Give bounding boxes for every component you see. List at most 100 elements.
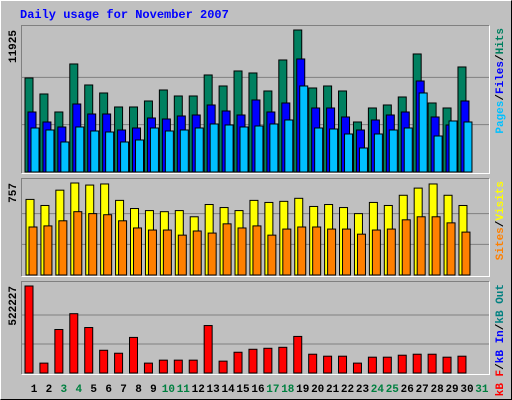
x-tick-label: 10 <box>162 384 175 396</box>
bar <box>388 129 398 173</box>
bar <box>386 228 396 276</box>
panel-light <box>21 178 490 277</box>
bar <box>371 229 381 276</box>
x-tick-label: 20 <box>311 384 324 396</box>
panel-shadow <box>21 281 490 375</box>
bar <box>427 353 437 374</box>
x-tick-label: 15 <box>236 384 250 396</box>
legend-entry: kB In <box>495 330 507 363</box>
legend-separator: / <box>495 54 507 61</box>
bar <box>382 356 392 374</box>
bar <box>314 127 324 173</box>
legend-entry: Visits <box>495 181 507 221</box>
bar <box>448 120 458 173</box>
bar <box>188 359 198 374</box>
bar <box>418 92 428 173</box>
bar <box>323 355 333 374</box>
legend: kB F/kB In/kB Out <box>495 284 507 396</box>
x-tick-label: 6 <box>105 384 112 396</box>
x-tick-label: 18 <box>281 384 295 396</box>
bar <box>327 228 337 276</box>
x-tick-label: 19 <box>296 384 309 396</box>
bar <box>209 123 219 173</box>
bar <box>224 124 234 173</box>
bar <box>177 234 187 276</box>
bar <box>88 213 98 276</box>
panel-light <box>21 281 490 375</box>
bar <box>457 355 467 374</box>
bar <box>297 226 307 276</box>
bar <box>329 128 339 173</box>
bar <box>133 227 143 276</box>
legend-separator: / <box>495 323 507 330</box>
bar <box>237 227 247 276</box>
x-tick-label: 17 <box>266 384 279 396</box>
x-tick-label: 21 <box>326 384 340 396</box>
x-tick-label: 11 <box>177 384 191 396</box>
bar <box>105 131 115 173</box>
x-tick-label: 25 <box>386 384 400 396</box>
legend: Sites/Visits <box>495 181 507 260</box>
legend-separator: / <box>495 94 507 101</box>
bar <box>342 228 352 276</box>
bar <box>358 147 368 173</box>
x-tick-label: 23 <box>356 384 370 396</box>
legend-entry: Pages <box>495 101 507 134</box>
panel-light <box>21 25 490 174</box>
bar <box>192 230 202 276</box>
y-tick-label: 11925 <box>8 30 20 63</box>
bar <box>24 285 34 374</box>
bar <box>120 141 130 173</box>
bar <box>397 354 407 374</box>
bar <box>90 130 100 173</box>
x-tick-label: 12 <box>192 384 205 396</box>
bar <box>147 229 157 276</box>
x-tick-label: 24 <box>371 384 385 396</box>
bar <box>267 234 277 276</box>
bar <box>356 233 366 276</box>
bar <box>43 225 53 276</box>
bar <box>158 359 168 374</box>
legend: Pages/Files/Hits <box>495 28 507 134</box>
x-tick-label: 16 <box>251 384 264 396</box>
x-tick-label: 2 <box>46 384 53 396</box>
x-tick-label: 7 <box>120 384 127 396</box>
bar <box>299 85 309 173</box>
x-tick-label: 8 <box>135 384 142 396</box>
bar <box>203 325 213 374</box>
panel-shadow <box>21 178 490 277</box>
legend-separator: / <box>495 363 507 370</box>
x-tick-label: 4 <box>75 384 82 396</box>
bar <box>30 127 40 173</box>
x-tick-label: 13 <box>207 384 221 396</box>
bar <box>69 313 79 374</box>
bar <box>461 231 471 276</box>
y-tick-label: 522227 <box>8 286 20 326</box>
bar <box>207 232 217 276</box>
bar <box>239 126 249 173</box>
legend-entry: Hits <box>495 28 507 54</box>
legend-entry: Sites <box>495 227 507 260</box>
x-tick-label: 9 <box>150 384 157 396</box>
bar <box>252 225 262 276</box>
bar <box>73 211 83 276</box>
bar <box>367 356 377 374</box>
bar <box>446 222 456 276</box>
x-tick-label: 26 <box>401 384 414 396</box>
x-tick-label: 30 <box>460 384 473 396</box>
x-tick-label: 3 <box>61 384 68 396</box>
bar <box>248 348 258 374</box>
bar <box>284 119 294 173</box>
x-tick-label: 22 <box>341 384 354 396</box>
bar <box>58 220 68 276</box>
legend-entry: Files <box>495 61 507 94</box>
bar <box>222 223 232 276</box>
chart-title: Daily usage for November 2007 <box>20 8 229 22</box>
panel-shadow <box>21 25 490 174</box>
bar <box>344 133 354 173</box>
bar <box>162 229 172 276</box>
bar <box>45 129 55 173</box>
bar <box>39 362 49 374</box>
bar <box>135 139 145 173</box>
legend-entry: kB F <box>495 370 507 396</box>
